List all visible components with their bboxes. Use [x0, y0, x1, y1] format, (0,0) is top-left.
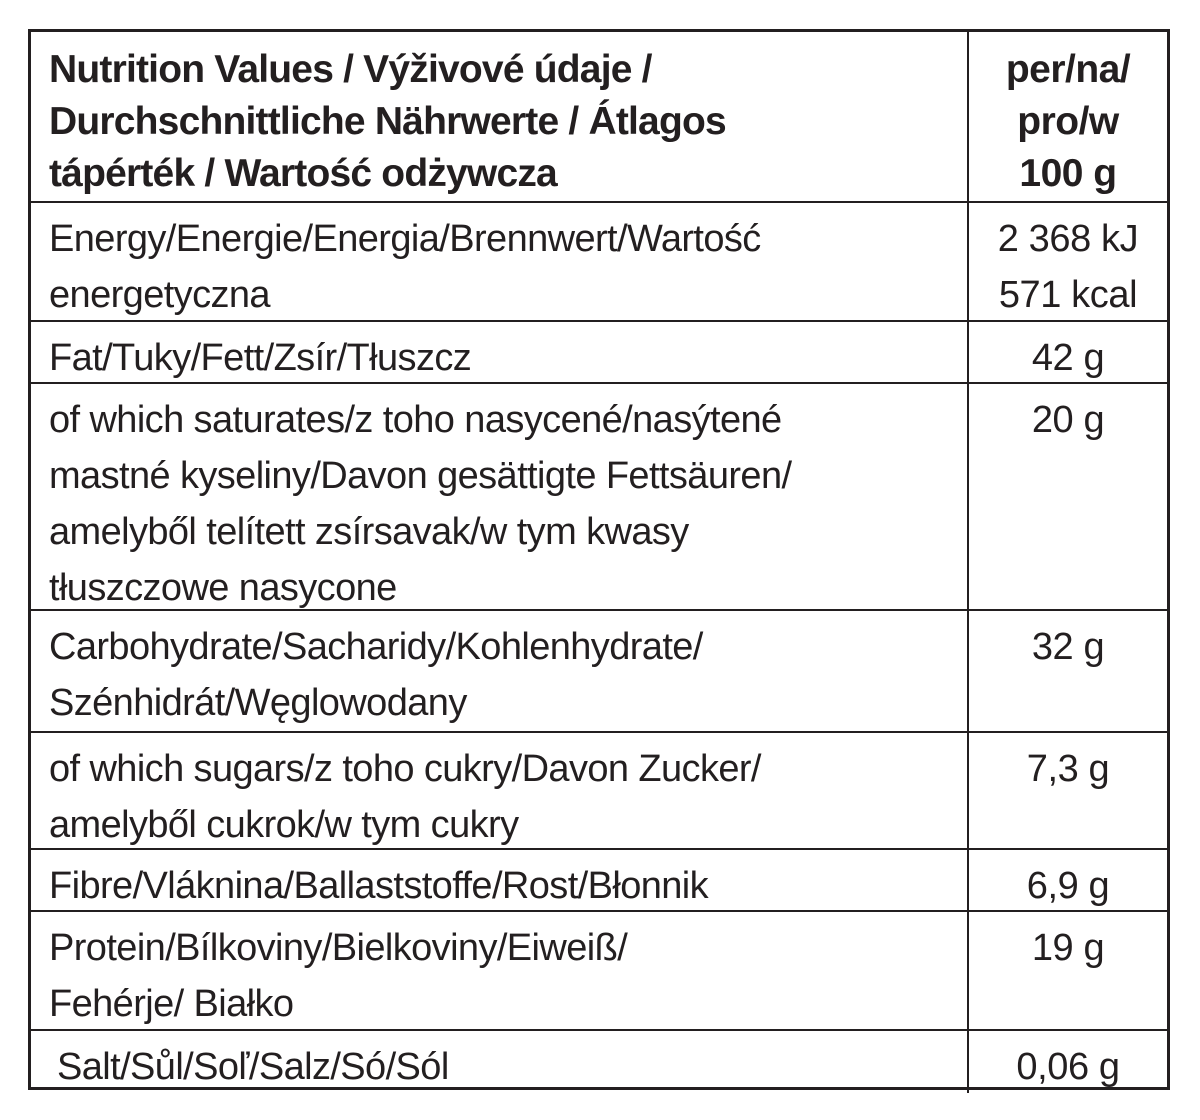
nutrition-table: Nutrition Values / Výživové údaje / Durc…: [28, 29, 1170, 1093]
row-salt-label: Salt/Sůl/Soľ/Salz/Só/Sól: [31, 1031, 969, 1093]
row-salt-value: 0,06 g: [1016, 1046, 1120, 1088]
header-per-100g-label: per/na/ pro/w 100 g: [969, 32, 1167, 203]
row-protein-value: 19 g: [969, 912, 1167, 1031]
row-fibre-value: 6,9 g: [969, 850, 1167, 912]
row-fibre-label: Fibre/Vláknina/Ballaststoffe/Rost/Błonni…: [31, 850, 969, 912]
row-carbohydrate-label: Carbohydrate/Sacharidy/Kohlenhydrate/ Sz…: [31, 611, 969, 733]
row-energy-label: Energy/Energie/Energia/Brennwert/Wartość…: [31, 203, 969, 322]
row-saturates-label: of which saturates/z toho nasycené/nasýt…: [31, 384, 969, 611]
row-fat-value: 42 g: [969, 322, 1167, 384]
row-energy-value: 2 368 kJ 571 kcal: [969, 203, 1167, 322]
row-protein-label: Protein/Bílkoviny/Bielkoviny/Eiweiß/ Feh…: [31, 912, 969, 1031]
row-carbohydrate-value: 32 g: [969, 611, 1167, 733]
row-sugars-value: 7,3 g: [969, 733, 1167, 850]
row-saturates-value: 20 g: [969, 384, 1167, 611]
row-fat-label: Fat/Tuky/Fett/Zsír/Tłuszcz: [31, 322, 969, 384]
row-sugars-label: of which sugars/z toho cukry/Davon Zucke…: [31, 733, 969, 850]
header-nutrient-label: Nutrition Values / Výživové údaje / Durc…: [31, 32, 969, 203]
